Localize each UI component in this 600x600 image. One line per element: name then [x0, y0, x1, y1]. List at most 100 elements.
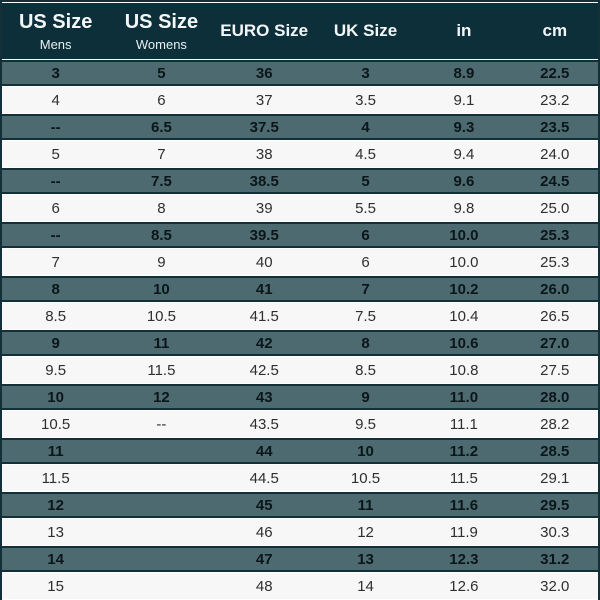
cell-us-size-mens: 8 — [2, 276, 110, 302]
cell-euro-size: 37 — [213, 87, 315, 113]
column-header-us-size-mens: US Size Mens — [2, 3, 110, 59]
cell-inches: 10.4 — [416, 303, 512, 329]
cell-us-size-mens: 10.5 — [2, 411, 110, 437]
cell-us-size-womens — [109, 519, 214, 545]
cell-cm: 31.2 — [511, 546, 598, 572]
cell-cm: 22.5 — [511, 60, 598, 86]
cell-us-size-womens: -- — [109, 411, 214, 437]
cell-uk-size: 5 — [314, 168, 417, 194]
cell-uk-size: 5.5 — [314, 195, 417, 221]
cell-cm: 25.3 — [511, 249, 598, 275]
column-subtitle: Mens — [39, 36, 72, 52]
cell-us-size-womens — [109, 492, 214, 518]
cell-us-size-mens: -- — [2, 222, 110, 248]
cell-us-size-womens: 10.5 — [109, 303, 214, 329]
table-row: 14 47 13 12.3 31.2 — [2, 546, 598, 572]
cell-cm: 23.5 — [511, 114, 598, 140]
cell-cm: 29.5 — [511, 492, 598, 518]
cell-inches: 11.0 — [416, 384, 512, 410]
cell-uk-size: 9 — [314, 384, 417, 410]
table-row: 5 7 38 4.5 9.4 24.0 — [2, 141, 598, 167]
cell-us-size-mens: 12 — [2, 492, 110, 518]
table-row: 9.5 11.5 42.5 8.5 10.8 27.5 — [2, 357, 598, 383]
table-row: -- 6.5 37.5 4 9.3 23.5 — [2, 114, 598, 140]
cell-uk-size: 13 — [314, 546, 417, 572]
cell-us-size-mens: 6 — [2, 195, 110, 221]
cell-inches: 9.8 — [416, 195, 512, 221]
cell-euro-size: 45 — [213, 492, 315, 518]
table-row: 11.5 44.5 10.5 11.5 29.1 — [2, 465, 598, 491]
cell-euro-size: 47 — [213, 546, 315, 572]
cell-us-size-womens: 12 — [109, 384, 214, 410]
cell-cm: 32.0 — [511, 573, 598, 599]
cell-inches: 10.0 — [416, 222, 512, 248]
cell-euro-size: 42.5 — [213, 357, 315, 383]
cell-inches: 12.6 — [416, 573, 512, 599]
cell-euro-size: 44.5 — [213, 465, 315, 491]
cell-inches: 10.0 — [416, 249, 512, 275]
cell-us-size-mens: -- — [2, 168, 110, 194]
table-body: 3 5 36 3 8.9 22.5 4 6 37 3.5 9.1 23.2 -- 6.5 37.5 4 9.3 2… — [2, 60, 598, 599]
cell-inches: 9.1 — [416, 87, 512, 113]
cell-us-size-mens: 13 — [2, 519, 110, 545]
cell-us-size-womens — [109, 573, 214, 599]
cell-uk-size: 4 — [314, 114, 417, 140]
table-row: 12 45 11 11.6 29.5 — [2, 492, 598, 518]
cell-inches: 11.1 — [416, 411, 512, 437]
cell-cm: 26.5 — [511, 303, 598, 329]
cell-us-size-mens: 11.5 — [2, 465, 110, 491]
cell-euro-size: 48 — [213, 573, 315, 599]
cell-euro-size: 46 — [213, 519, 315, 545]
table-row: 7 9 40 6 10.0 25.3 — [2, 249, 598, 275]
cell-us-size-mens: 10 — [2, 384, 110, 410]
cell-uk-size: 10 — [314, 438, 417, 464]
cell-us-size-womens: 7.5 — [109, 168, 214, 194]
cell-euro-size: 42 — [213, 330, 315, 356]
table-header: US Size Mens US Size Womens EURO Size UK Size… — [2, 3, 598, 59]
cell-inches: 11.9 — [416, 519, 512, 545]
column-header-uk-size: UK Size — [314, 3, 417, 59]
cell-us-size-womens: 5 — [109, 60, 214, 86]
column-title: in — [456, 21, 472, 41]
cell-us-size-womens: 7 — [109, 141, 214, 167]
table-row: 8 10 41 7 10.2 26.0 — [2, 276, 598, 302]
cell-us-size-womens: 6 — [109, 87, 214, 113]
table-row: 9 11 42 8 10.6 27.0 — [2, 330, 598, 356]
table-row: 8.5 10.5 41.5 7.5 10.4 26.5 — [2, 303, 598, 329]
cell-us-size-mens: 5 — [2, 141, 110, 167]
cell-cm: 23.2 — [511, 87, 598, 113]
column-header-us-size-womens: US Size Womens — [109, 3, 214, 59]
table-row: 13 46 12 11.9 30.3 — [2, 519, 598, 545]
cell-cm: 28.0 — [511, 384, 598, 410]
cell-cm: 27.5 — [511, 357, 598, 383]
cell-euro-size: 39.5 — [213, 222, 315, 248]
table-row: 6 8 39 5.5 9.8 25.0 — [2, 195, 598, 221]
cell-euro-size: 38 — [213, 141, 315, 167]
cell-us-size-womens — [109, 546, 214, 572]
cell-uk-size: 12 — [314, 519, 417, 545]
cell-us-size-womens — [109, 465, 214, 491]
cell-us-size-mens: 14 — [2, 546, 110, 572]
cell-inches: 9.4 — [416, 141, 512, 167]
cell-euro-size: 40 — [213, 249, 315, 275]
cell-inches: 11.6 — [416, 492, 512, 518]
cell-us-size-womens: 11 — [109, 330, 214, 356]
cell-uk-size: 11 — [314, 492, 417, 518]
table-row: 10.5 -- 43.5 9.5 11.1 28.2 — [2, 411, 598, 437]
cell-euro-size: 37.5 — [213, 114, 315, 140]
column-title: cm — [542, 21, 568, 41]
cell-inches: 8.9 — [416, 60, 512, 86]
cell-us-size-womens: 10 — [109, 276, 214, 302]
cell-us-size-mens: 8.5 — [2, 303, 110, 329]
cell-euro-size: 41.5 — [213, 303, 315, 329]
cell-uk-size: 7.5 — [314, 303, 417, 329]
cell-uk-size: 8.5 — [314, 357, 417, 383]
cell-euro-size: 44 — [213, 438, 315, 464]
table-row: -- 7.5 38.5 5 9.6 24.5 — [2, 168, 598, 194]
cell-us-size-womens: 8.5 — [109, 222, 214, 248]
header-row: US Size Mens US Size Womens EURO Size UK Size… — [2, 3, 598, 59]
cell-uk-size: 6 — [314, 222, 417, 248]
cell-us-size-mens: 9 — [2, 330, 110, 356]
cell-uk-size: 3.5 — [314, 87, 417, 113]
